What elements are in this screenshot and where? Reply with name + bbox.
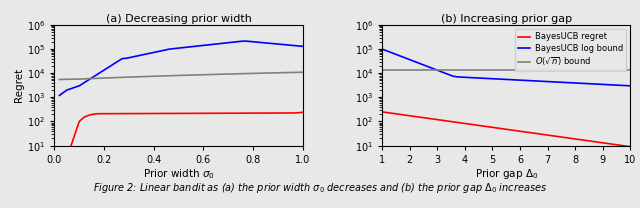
- Title: (a) Decreasing prior width: (a) Decreasing prior width: [106, 14, 252, 24]
- Title: (b) Increasing prior gap: (b) Increasing prior gap: [441, 14, 572, 24]
- Y-axis label: Regret: Regret: [14, 68, 24, 102]
- Text: Figure 2: Linear bandit as (a) the prior width $\sigma_0$ decreases and (b) the : Figure 2: Linear bandit as (a) the prior…: [93, 181, 547, 195]
- Legend: BayesUCB regret, BayesUCB log bound, $O(\sqrt{n})$ bound: BayesUCB regret, BayesUCB log bound, $O(…: [515, 29, 626, 71]
- X-axis label: Prior gap $\Delta_0$: Prior gap $\Delta_0$: [474, 167, 538, 181]
- X-axis label: Prior width $\sigma_0$: Prior width $\sigma_0$: [143, 167, 214, 181]
